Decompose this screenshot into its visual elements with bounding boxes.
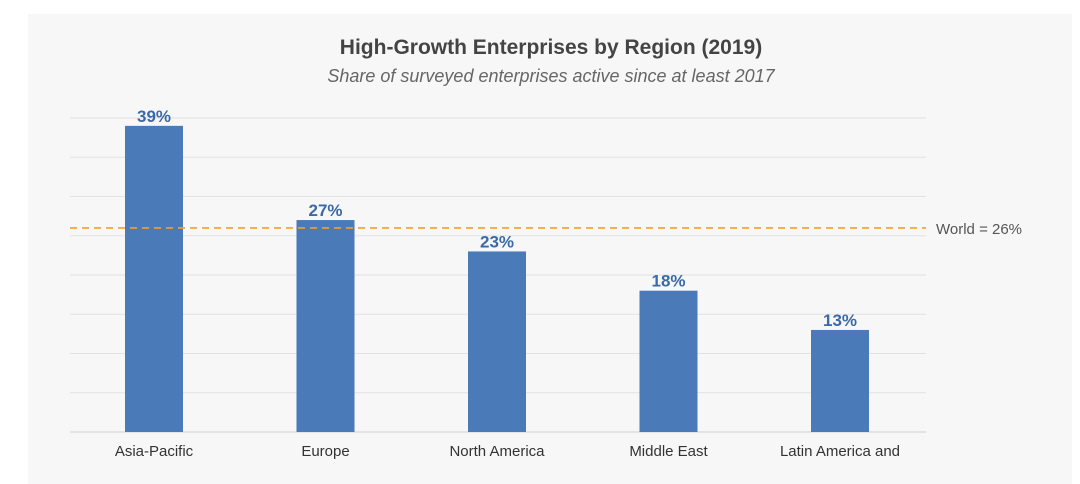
value-label: 13% — [823, 311, 857, 330]
top-strip — [0, 0, 1080, 14]
category-label: North America — [449, 443, 545, 460]
bar — [468, 251, 526, 432]
bar-chart: World = 26% 39% 27% 23% 18% 13% Asia-Pacific… — [70, 107, 1022, 460]
chart-subtitle: Share of surveyed enterprises active sin… — [327, 66, 775, 86]
category-label: Latin America and — [780, 443, 900, 460]
category-label: Europe — [301, 443, 349, 460]
bar — [811, 329, 869, 432]
bar — [296, 220, 355, 432]
value-label: 18% — [651, 272, 685, 291]
chart-panel — [28, 14, 1072, 484]
bar — [639, 290, 698, 432]
reference-line-group: World = 26% — [70, 221, 1022, 238]
value-label: 23% — [480, 232, 514, 251]
value-label: 27% — [308, 201, 342, 220]
reference-line-label: World = 26% — [936, 221, 1022, 238]
x-axis-labels: Asia-Pacific Europe North America Middle Ea… — [115, 443, 900, 460]
bar — [125, 125, 183, 432]
bars — [125, 125, 869, 432]
category-label: Middle East — [629, 443, 708, 460]
chart-title: High-Growth Enterprises by Region (2019) — [339, 36, 763, 59]
value-label: 39% — [137, 107, 171, 126]
value-labels: 39% 27% 23% 18% 13% — [137, 107, 857, 330]
category-label: Asia-Pacific — [115, 443, 194, 460]
